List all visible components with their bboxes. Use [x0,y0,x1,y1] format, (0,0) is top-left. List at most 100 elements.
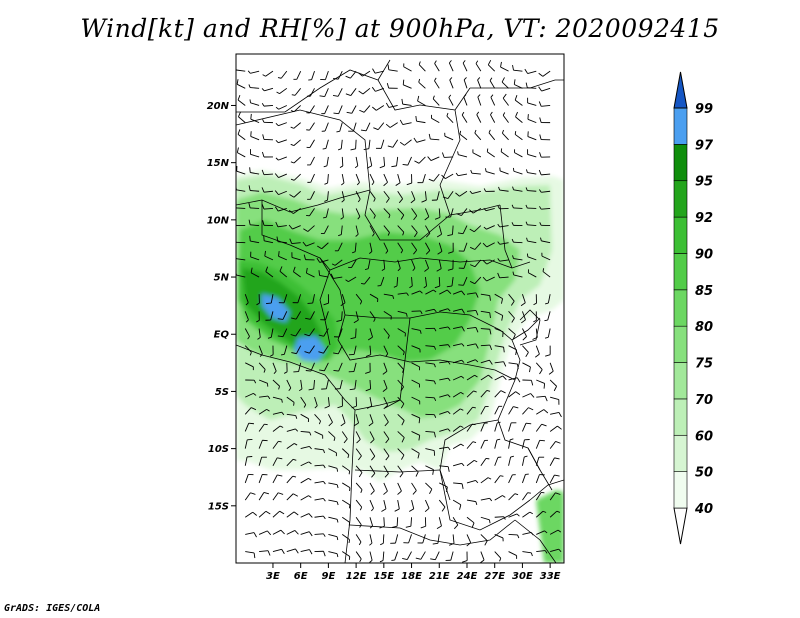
wind-barb [397,345,405,356]
wind-barb [267,328,274,339]
wind-barb [480,534,488,546]
wind-barb [383,465,389,478]
wind-barb [373,122,385,131]
wind-barb [280,345,288,356]
wind-barb [480,516,491,524]
wind-barb [480,359,493,365]
wind-barb [544,328,551,339]
wind-barb [415,115,426,124]
wind-barb [439,308,451,312]
wind-barb [522,362,531,373]
wind-barb [452,425,464,432]
wind-barb [452,375,465,381]
colorbar-label: 60 [695,429,713,444]
wind-barb [319,88,329,97]
wind-barb [409,277,413,289]
wind-barb [463,77,468,89]
wind-barb [245,532,257,538]
wind-barb [355,499,363,511]
wind-barb [351,242,357,254]
wind-barb [244,407,257,415]
wind-barb [502,112,509,123]
wind-barb [369,173,375,186]
wind-barb [291,345,302,355]
wind-barb [436,259,442,272]
wind-barb [425,327,437,332]
wind-barb [261,204,273,210]
wind-barb [397,431,405,443]
wind-barb [305,311,315,320]
wind-barb [497,205,509,210]
wind-barb [490,111,496,123]
wind-barb [298,379,303,392]
wind-barb [333,362,343,372]
colorbar-swatch [673,107,688,145]
wind-barb [511,204,523,209]
wind-barb [261,102,273,107]
wind-barb [277,311,288,320]
wind-barb [385,122,398,128]
wind-barb [411,396,421,405]
lon-tick-label: 33E [540,571,561,582]
wind-barb [383,225,390,236]
wind-barb [348,122,357,132]
wind-barb [522,531,534,536]
wind-barb [532,328,538,340]
wind-barb [494,328,504,337]
wind-barb [535,510,547,518]
wind-barb [480,293,491,301]
map-frame [235,53,565,564]
wind-barb [272,440,282,449]
rh-shading [236,170,564,563]
wind-barb [259,395,271,400]
wind-barb [383,242,389,254]
country-boundaries [236,59,564,563]
wind-barb [425,379,436,385]
wind-barb [535,492,545,501]
wind-barb [466,374,478,381]
wind-barb [425,308,437,313]
wind-barb [322,139,329,150]
wind-barb [425,413,437,418]
wind-barb [361,276,371,285]
wind-barb [314,498,326,502]
lat-tick-label: EQ [214,330,230,341]
wind-barb [444,132,454,141]
wind-barb [449,77,454,89]
wind-barb [275,139,287,144]
wind-barb [369,448,376,461]
wind-barb [466,359,479,364]
wind-barb [463,94,468,106]
wind-barb [515,111,523,123]
wind-barb [334,379,343,390]
wind-barb [259,550,271,556]
wind-barb [397,191,403,204]
wind-barb [548,362,554,375]
wind-barb [300,413,309,423]
wind-barb [402,156,412,166]
wind-barb [522,407,534,415]
longitude-axis: 3E 6E 9E 12E 15E 18E 21E 24E 27E 30E 33E [266,563,561,582]
wind-barb [434,60,440,72]
wind-barb [395,173,401,186]
wind-barb [324,191,329,202]
wind-barb [397,362,405,373]
wind-barb [423,276,428,289]
wind-barb [511,238,523,244]
wind-barb [439,289,452,295]
wind-barb [307,173,315,183]
wind-barb [382,362,388,375]
wind-barb [411,242,418,255]
wind-barb [522,422,532,432]
wind-barb [397,225,405,236]
wind-barb [328,551,339,558]
wind-barb [411,208,418,221]
wind-barb [261,87,274,92]
wind-barb [377,276,385,287]
wind-barb [380,534,385,546]
wind-barb [341,191,345,203]
wind-barb [466,459,478,467]
wind-barb [383,173,388,187]
wind-barb [264,250,274,261]
wind-barb [527,114,537,124]
